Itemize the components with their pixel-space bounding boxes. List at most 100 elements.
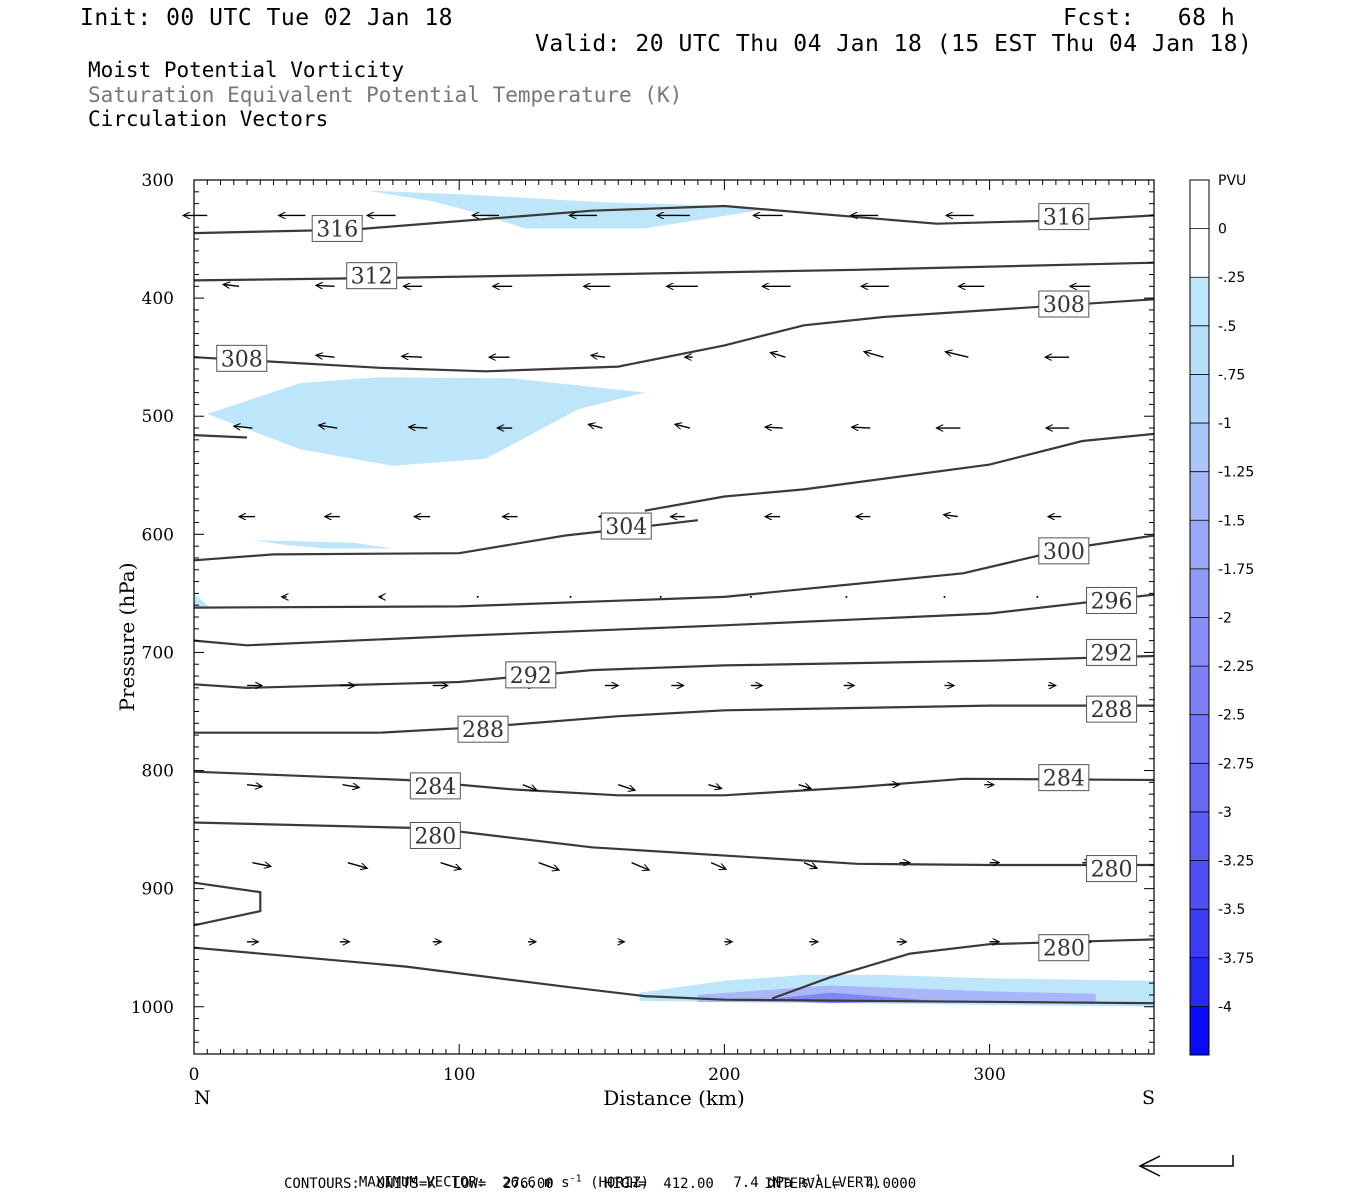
contour-label-box [346,262,398,290]
y-tick-label: 400 [142,289,174,309]
vert-max: 7.4 dPa s-1 (VERT) [733,1173,881,1191]
colorbar-segment [1190,180,1209,230]
contour-label-box [1086,638,1138,666]
y-tick-label: 300 [142,171,174,191]
circulation-vector [771,353,786,358]
circulation-vector [852,427,871,428]
circulation-vector [409,427,428,428]
colorbar-segment [1190,568,1209,618]
colorbar-segment [1190,763,1209,813]
y-tick-label: 500 [142,407,174,427]
y-tick-label: 1000 [131,998,174,1018]
colorbar-segment [1190,423,1209,473]
max-vector-label: MAXIMUM VECTOR: [358,1174,486,1191]
contour-label: 284 [1043,767,1085,792]
contour-label-box [457,715,509,743]
circulation-vector [234,426,253,428]
circulation-vector [538,862,559,870]
colorbar-label: -2.25 [1218,659,1254,675]
contour-label-box [311,214,363,242]
contour-label: 284 [414,775,456,800]
colorbar-label: -1 [1218,416,1232,432]
circulation-vector [946,352,969,358]
colorbar-label: -2.5 [1218,708,1245,724]
x-tick-label: 200 [708,1065,740,1085]
mpv-shaded-area [252,540,393,549]
contour-label: 312 [351,265,393,290]
colorbar-label: -3.5 [1218,902,1245,918]
theta-es-contour-312 [193,261,1155,282]
contour-label-box [409,772,461,800]
circulation-vector [347,861,367,868]
contour-label: 300 [1043,540,1085,565]
mpv-shaded-area [207,377,645,466]
contour-label: 308 [1043,293,1085,318]
contour-label-box [1038,764,1090,792]
circulation-vector [440,861,461,869]
x-tick-label: 100 [443,1065,475,1085]
x-tick-label: 0 [189,1065,200,1085]
y-tick-label: 800 [142,762,174,782]
circulation-vector [589,424,603,428]
contour-label-box [1086,695,1138,723]
contour-label-box [600,512,652,540]
contour-label-box [1038,537,1090,565]
circulation-vector [1036,595,1039,598]
circulation-vector [317,285,335,286]
colorbar-segment [1190,1006,1209,1056]
max-vector-line: MAXIMUM VECTOR: 26.6 m s-1 (HORIZ) 7.4 d… [342,1157,880,1191]
circulation-vector [252,863,270,867]
colorbar-segment [1190,325,1209,375]
colorbar-segment [1190,714,1209,764]
colorbar-unit: PVU [1218,173,1246,189]
north-label: N [194,1087,211,1109]
reference-vector [1140,1155,1234,1167]
init-time: Init: 00 UTC Tue 02 Jan 18 [80,5,454,31]
colorbar-segment [1190,617,1209,667]
contour-label-box [505,661,557,689]
circulation-vector [944,515,958,517]
colorbar-label: -3 [1218,805,1232,821]
contour-label: 280 [414,825,456,850]
circulation-vector [592,355,606,357]
circulation-vector [659,595,662,598]
contour-label-box [1038,290,1090,318]
theta-es-contour-284 [193,770,1155,797]
valid-time: Valid: 20 UTC Thu 04 Jan 18 (15 EST Thu … [535,31,1253,57]
colorbar-segment [1190,374,1209,424]
theta-es-contour-280 [193,881,262,927]
contour-label: 280 [1091,858,1133,883]
contour-label: 296 [1091,589,1133,614]
contour-label: 316 [1043,206,1085,231]
circulation-vector [319,425,338,428]
contour-label-box [1086,586,1138,614]
south-label: S [1142,1087,1155,1109]
colorbar-segment [1190,811,1209,862]
colorbar-segment [1190,228,1209,278]
mpv-shaded-area [194,593,210,608]
circulation-vector [618,784,634,790]
contour-label: 304 [605,515,647,540]
reference-vector-head [1138,1155,1161,1177]
colorbar-segment [1190,909,1209,959]
plot-frame [193,179,1155,1055]
contour-label-box [1038,203,1090,231]
contour-label: 280 [1043,937,1085,962]
colorbar-segment [1190,666,1209,716]
y-tick-label: 700 [142,643,174,663]
circulation-vector [798,785,811,789]
contour-info: CONTOURS: UNITS=K LOW= 276.00 HIGH= 412.… [284,1176,917,1192]
circulation-vector [943,595,946,598]
circulation-vector [845,595,848,598]
theta-es-contour-308 [193,298,1155,373]
circulation-vector [569,595,572,598]
colorbar-label: -3.75 [1218,951,1254,967]
contour-label: 308 [221,347,263,372]
colorbar-segment [1190,520,1209,570]
colorbar-label: -1.25 [1218,465,1254,481]
colorbar-label: -.75 [1218,367,1245,383]
y-axis-title: Pressure (hPa) [115,563,139,712]
y-tick-label: 600 [142,525,174,545]
circulation-vector [708,785,721,789]
horiz-max: 26.6 m s-1 (HORIZ) [502,1173,650,1191]
